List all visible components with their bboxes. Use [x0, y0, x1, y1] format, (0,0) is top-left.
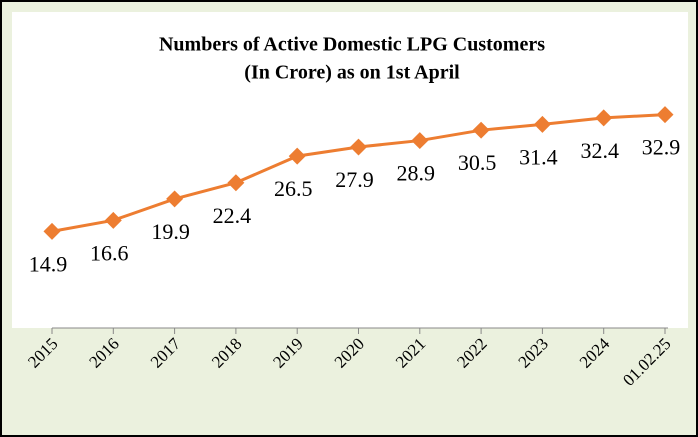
data-label: 32.4 — [580, 138, 619, 163]
marker — [166, 190, 184, 208]
data-label: 28.9 — [397, 161, 436, 186]
plot-area — [12, 12, 688, 328]
data-label: 30.5 — [458, 150, 497, 175]
data-label: 19.9 — [151, 219, 190, 244]
marker — [595, 109, 613, 127]
marker — [104, 211, 122, 229]
marker — [472, 121, 490, 139]
chart-title: Numbers of Active Domestic LPG Customers — [159, 34, 545, 56]
marker — [411, 132, 429, 150]
data-label: 31.4 — [519, 144, 558, 169]
marker — [350, 138, 367, 156]
data-label: 26.5 — [274, 176, 313, 201]
data-label: 14.9 — [29, 251, 68, 276]
data-label: 32.9 — [642, 135, 681, 160]
marker — [533, 115, 551, 133]
data-label: 22.4 — [213, 203, 252, 228]
marker — [227, 174, 245, 192]
data-label: 16.6 — [90, 240, 129, 265]
data-label: 27.9 — [335, 167, 374, 192]
chart-subtitle: (In Crore) as on 1st April — [244, 62, 460, 84]
marker — [656, 106, 674, 124]
marker — [288, 147, 306, 165]
